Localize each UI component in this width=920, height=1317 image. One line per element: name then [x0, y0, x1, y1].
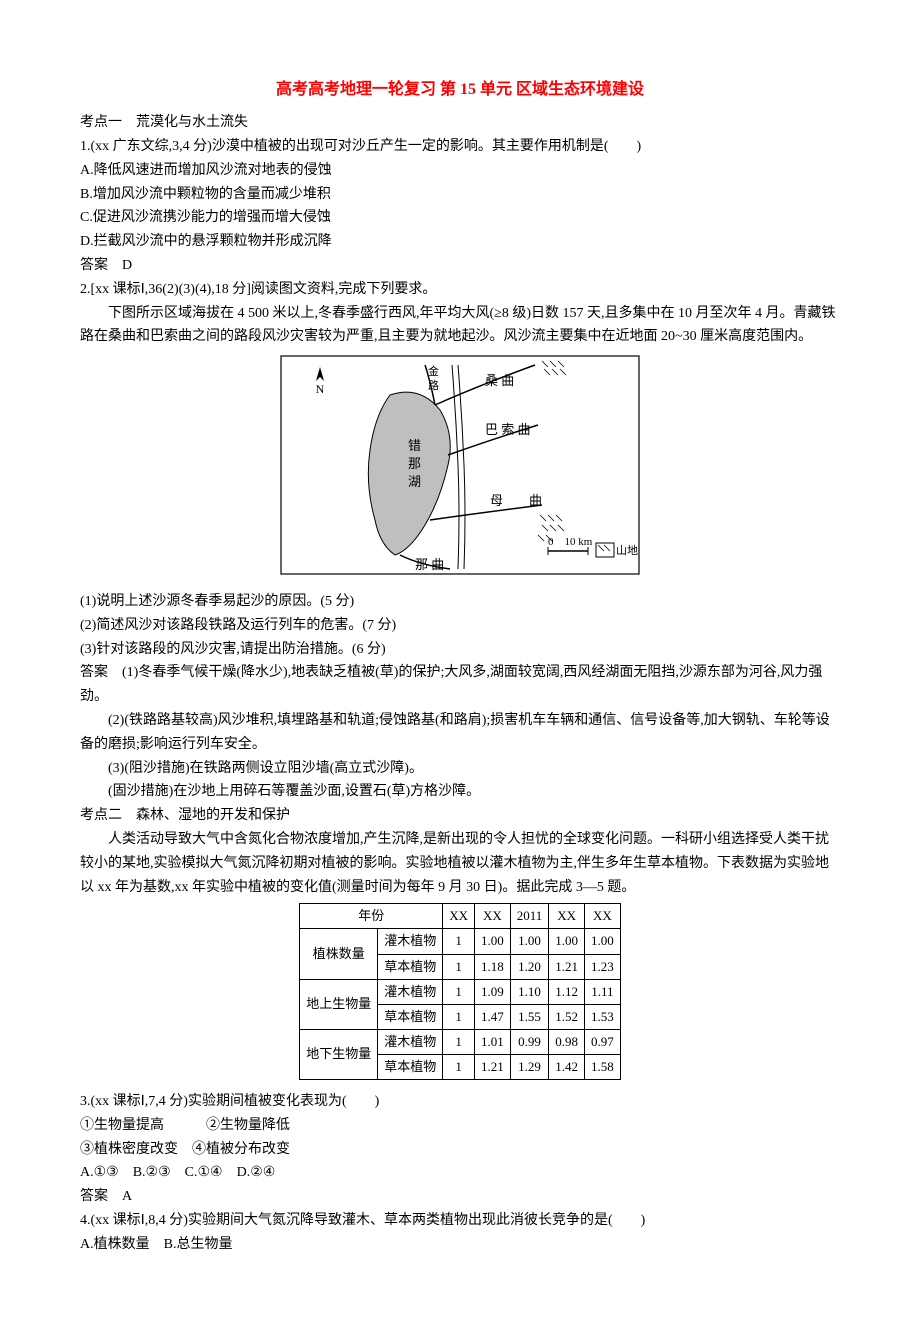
mu-label: 母 曲: [490, 493, 542, 508]
row-label: 草本植物: [378, 954, 443, 979]
cell: 1.47: [475, 1004, 511, 1029]
cell: 0.98: [549, 1029, 585, 1054]
row-label: 草本植物: [378, 1054, 443, 1079]
jinlu-label-2: 路: [428, 379, 439, 392]
cell: 1: [443, 1054, 475, 1079]
q2-stem: 2.[xx 课标Ⅰ,36(2)(3)(4),18 分]阅读图文资料,完成下列要求…: [80, 278, 840, 302]
sang-label: 桑 曲: [485, 373, 514, 388]
cell: 1.00: [475, 929, 511, 954]
q1-option-a: A.降低风速进而增加风沙流对地表的侵蚀: [80, 159, 840, 183]
cell: 1.52: [549, 1004, 585, 1029]
scale-label: 0 10 km: [548, 536, 593, 548]
q3-answer: 答案 A: [80, 1185, 840, 1209]
cell: 1.00: [585, 929, 621, 954]
map-svg: N 错 那 湖 金 路 桑 曲 巴 索 曲 母 曲 那 曲 0 10 km 山地: [280, 355, 640, 575]
table-header-row: 年份 XX XX 2011 XX XX: [300, 904, 621, 929]
cell: 1.29: [510, 1054, 549, 1079]
cell: 1: [443, 1004, 475, 1029]
cell: 1.23: [585, 954, 621, 979]
q3-opt-line1: ①生物量提高 ②生物量降低: [80, 1114, 840, 1138]
ba-label: 巴 索 曲: [485, 422, 531, 437]
cell: 1.42: [549, 1054, 585, 1079]
row-label: 灌木植物: [378, 979, 443, 1004]
lake-label-1: 错: [408, 438, 421, 453]
cell: 1.55: [510, 1004, 549, 1029]
table-row: 地上生物量灌木植物11.091.101.121.11: [300, 979, 621, 1004]
q2-paragraph: 下图所示区域海拔在 4 500 米以上,冬春季盛行西风,年平均大风(≥8 级)日…: [80, 302, 840, 350]
cell: 1.18: [475, 954, 511, 979]
q2-answer-2: (2)(铁路路基较高)风沙堆积,填埋路基和轨道;侵蚀路基(和路肩);损害机车车辆…: [80, 709, 840, 757]
map-figure: N 错 那 湖 金 路 桑 曲 巴 索 曲 母 曲 那 曲 0 10 km 山地: [80, 355, 840, 584]
kaodian1-heading: 考点一 荒漠化与水土流失: [80, 111, 840, 135]
row-label: 灌木植物: [378, 929, 443, 954]
cell: 1.00: [549, 929, 585, 954]
th-c5: XX: [585, 904, 621, 929]
cell: 1.00: [510, 929, 549, 954]
jinlu-label-1: 金: [428, 364, 439, 378]
cell: 1.53: [585, 1004, 621, 1029]
lake-label-3: 湖: [408, 474, 421, 489]
legend: 山地: [596, 543, 638, 557]
table-row: 地下生物量灌木植物11.010.990.980.97: [300, 1029, 621, 1054]
q2-answer-1: 答案 (1)冬春季气候干燥(降水少),地表缺乏植被(草)的保护;大风多,湖面较宽…: [80, 661, 840, 709]
q3-choices: A.①③ B.②③ C.①④ D.②④: [80, 1161, 840, 1185]
q3-opt-line2: ③植株密度改变 ④植被分布改变: [80, 1138, 840, 1162]
data-table: 年份 XX XX 2011 XX XX 植株数量灌木植物11.001.001.0…: [299, 903, 621, 1080]
row-group-label: 植株数量: [300, 929, 378, 979]
lake-label-2: 那: [408, 456, 421, 471]
q2-sub2: (2)简述风沙对该路段铁路及运行列车的危害。(7 分): [80, 614, 840, 638]
row-label: 草本植物: [378, 1004, 443, 1029]
q2-answer-3a: (3)(阻沙措施)在铁路两侧设立阻沙墙(高立式沙障)。: [80, 757, 840, 781]
th-c3: 2011: [510, 904, 549, 929]
cell: 0.97: [585, 1029, 621, 1054]
row-group-label: 地上生物量: [300, 979, 378, 1029]
cell: 1.20: [510, 954, 549, 979]
q3-stem: 3.(xx 课标Ⅰ,7,4 分)实验期间植被变化表现为( ): [80, 1090, 840, 1114]
cell: 1.10: [510, 979, 549, 1004]
table-row: 植株数量灌木植物11.001.001.001.00: [300, 929, 621, 954]
th-c4: XX: [549, 904, 585, 929]
q4-option-a: A.植株数量 B.总生物量: [80, 1233, 840, 1257]
th-year: 年份: [300, 904, 443, 929]
q2-sub3: (3)针对该路段的风沙灾害,请提出防治措施。(6 分): [80, 638, 840, 662]
north-label: N: [316, 382, 325, 396]
row-group-label: 地下生物量: [300, 1029, 378, 1079]
q1-option-d: D.拦截风沙流中的悬浮颗粒物并形成沉降: [80, 230, 840, 254]
cell: 1.58: [585, 1054, 621, 1079]
q1-option-b: B.增加风沙流中颗粒物的含量而减少堆积: [80, 183, 840, 207]
legend-label: 山地: [616, 544, 638, 557]
kaodian2-heading: 考点二 森林、湿地的开发和保护: [80, 804, 840, 828]
cell: 1.01: [475, 1029, 511, 1054]
q4-stem: 4.(xx 课标Ⅰ,8,4 分)实验期间大气氮沉降导致灌木、草本两类植物出现此消…: [80, 1209, 840, 1233]
q2-sub1: (1)说明上述沙源冬春季易起沙的原因。(5 分): [80, 590, 840, 614]
cell: 1.11: [585, 979, 621, 1004]
th-c1: XX: [443, 904, 475, 929]
cell: 1.12: [549, 979, 585, 1004]
na-label: 那 曲: [415, 557, 444, 572]
q1-option-c: C.促进风沙流携沙能力的增强而增大侵蚀: [80, 206, 840, 230]
cell: 0.99: [510, 1029, 549, 1054]
doc-title: 高考高考地理一轮复习 第 15 单元 区域生态环境建设: [80, 76, 840, 103]
cell: 1: [443, 929, 475, 954]
cell: 1: [443, 1029, 475, 1054]
cell: 1: [443, 979, 475, 1004]
row-label: 灌木植物: [378, 1029, 443, 1054]
q1-answer: 答案 D: [80, 254, 840, 278]
q2-answer-3b: (固沙措施)在沙地上用碎石等覆盖沙面,设置石(草)方格沙障。: [80, 780, 840, 804]
cell: 1.21: [475, 1054, 511, 1079]
th-c2: XX: [475, 904, 511, 929]
cell: 1.21: [549, 954, 585, 979]
k2-paragraph: 人类活动导致大气中含氮化合物浓度增加,产生沉降,是新出现的令人担忧的全球变化问题…: [80, 828, 840, 899]
q1-stem: 1.(xx 广东文综,3,4 分)沙漠中植被的出现可对沙丘产生一定的影响。其主要…: [80, 135, 840, 159]
cell: 1.09: [475, 979, 511, 1004]
cell: 1: [443, 954, 475, 979]
